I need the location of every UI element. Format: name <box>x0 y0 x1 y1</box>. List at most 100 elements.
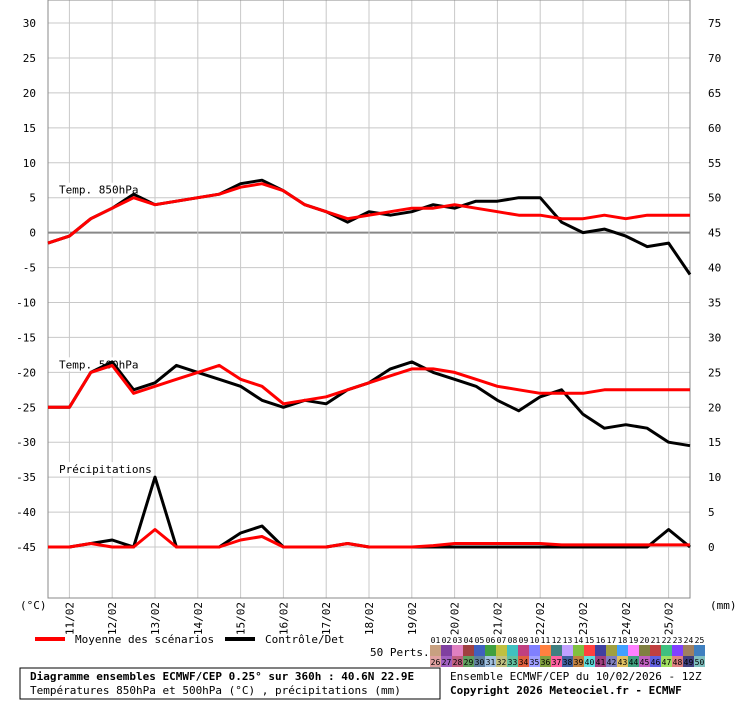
member-label: 01 <box>431 636 441 645</box>
member-swatch <box>540 645 551 656</box>
footer-box <box>19 667 441 700</box>
member-swatch <box>606 656 617 667</box>
panel-label-bg <box>57 357 147 372</box>
y-tick-label: -30 <box>16 436 36 449</box>
member-label: 44 <box>629 658 639 667</box>
y2-tick-label: 40 <box>708 262 721 275</box>
member-swatch <box>529 645 540 656</box>
member-label: 08 <box>508 636 518 645</box>
member-label: 30 <box>475 658 485 667</box>
y-tick-label: -15 <box>16 331 36 344</box>
member-swatch <box>441 645 452 656</box>
x-tick-label: 13/02 <box>149 602 162 635</box>
y-tick-label: 20 <box>23 87 36 100</box>
member-swatch <box>496 645 507 656</box>
member-label: 49 <box>684 658 694 667</box>
y-tick-label: -40 <box>16 506 36 519</box>
y2-tick-label: 70 <box>708 52 721 65</box>
member-label: 20 <box>640 636 650 645</box>
x-tick-label: 20/02 <box>449 602 462 635</box>
member-label: 35 <box>530 658 540 667</box>
member-swatch <box>639 645 650 656</box>
member-swatch <box>562 656 573 667</box>
x-tick-label: 11/02 <box>63 602 76 635</box>
member-swatch <box>551 656 562 667</box>
legend-label: Moyenne des scénarios <box>75 633 214 646</box>
member-label: 33 <box>508 658 518 667</box>
member-label: 27 <box>442 658 452 667</box>
member-swatch <box>606 645 617 656</box>
y2-tick-label: 75 <box>708 17 721 30</box>
y-unit: (°C) <box>20 599 47 612</box>
member-swatch <box>661 656 672 667</box>
member-label: 29 <box>464 658 474 667</box>
member-swatch <box>595 656 606 667</box>
series-line <box>47 182 690 245</box>
y2-tick-label: 30 <box>708 331 721 344</box>
member-label: 10 <box>530 636 540 645</box>
member-swatch <box>562 645 573 656</box>
y2-tick-label: 15 <box>708 436 721 449</box>
x-tick-label: 19/02 <box>406 602 419 635</box>
legend-label: Contrôle/Det <box>265 633 344 646</box>
member-swatch <box>474 656 485 667</box>
x-tick-label: 18/02 <box>363 602 376 635</box>
member-label: 12 <box>552 636 562 645</box>
member-label: 03 <box>453 636 463 645</box>
y-tick-label: -35 <box>16 471 36 484</box>
member-label: 45 <box>640 658 650 667</box>
member-label: 09 <box>519 636 529 645</box>
member-swatch <box>694 656 705 667</box>
member-swatch <box>595 645 606 656</box>
member-swatch <box>617 656 628 667</box>
y2-tick-label: 0 <box>708 541 715 554</box>
member-label: 32 <box>497 658 507 667</box>
x-tick-label: 12/02 <box>106 602 119 635</box>
member-swatch <box>507 656 518 667</box>
member-label: 06 <box>486 636 496 645</box>
x-tick-label: 24/02 <box>620 602 633 635</box>
member-swatch <box>584 645 595 656</box>
member-swatch <box>463 645 474 656</box>
member-label: 40 <box>585 658 595 667</box>
member-label: 22 <box>662 636 672 645</box>
panel-label: Précipitations <box>59 463 152 476</box>
member-swatch <box>683 656 694 667</box>
member-label: 05 <box>475 636 485 645</box>
y2-tick-label: 60 <box>708 122 721 135</box>
member-label: 28 <box>453 658 463 667</box>
plot-frame <box>47 0 691 599</box>
y2-tick-label: 55 <box>708 157 721 170</box>
member-label: 37 <box>552 658 562 667</box>
y-tick-label: 5 <box>29 192 36 205</box>
y-tick-label: 0 <box>29 227 36 240</box>
member-label: 50 <box>695 658 705 667</box>
member-swatch <box>441 656 452 667</box>
member-swatch <box>584 656 595 667</box>
y-tick-label: -20 <box>16 366 36 379</box>
member-swatch <box>463 656 474 667</box>
footer-run: Ensemble ECMWF/CEP du 10/02/2026 - 12Z <box>450 670 702 683</box>
y-tick-label: -25 <box>16 401 36 414</box>
member-swatch <box>507 645 518 656</box>
member-swatch <box>518 656 529 667</box>
panel-label-bg <box>57 182 147 197</box>
member-label: 48 <box>673 658 683 667</box>
member-swatch <box>650 656 661 667</box>
x-tick-label: 23/02 <box>577 602 590 635</box>
y-tick-label: 10 <box>23 157 36 170</box>
series-line <box>48 363 690 409</box>
member-swatch <box>496 656 507 667</box>
member-label: 42 <box>607 658 617 667</box>
member-label: 46 <box>651 658 661 667</box>
footer-subtitle: Températures 850hPa et 500hPa (°C) , pré… <box>30 684 401 697</box>
member-label: 04 <box>464 636 474 645</box>
y2-tick-label: 45 <box>708 227 721 240</box>
member-label: 16 <box>596 636 606 645</box>
member-swatch <box>452 656 463 667</box>
member-label: 47 <box>662 658 672 667</box>
member-label: 15 <box>585 636 595 645</box>
member-label: 41 <box>596 658 606 667</box>
member-label: 25 <box>695 636 705 645</box>
member-label: 07 <box>497 636 507 645</box>
